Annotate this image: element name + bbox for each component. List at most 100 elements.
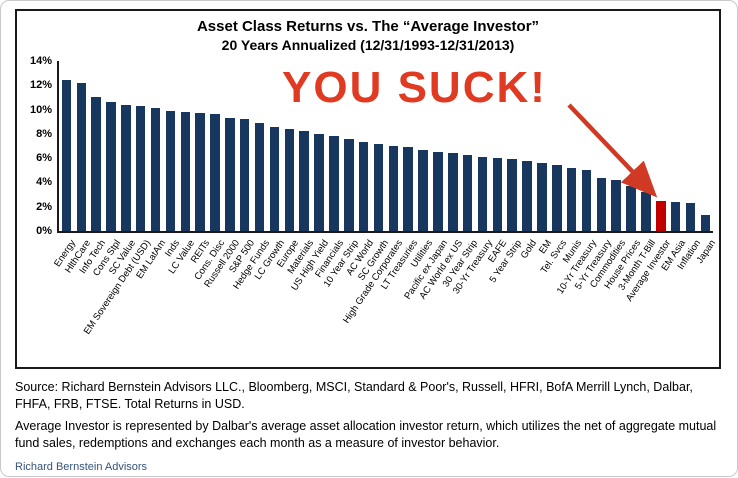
- bar: [448, 153, 458, 231]
- bar: [433, 152, 443, 231]
- bar: [314, 133, 324, 231]
- bar-slot: [386, 61, 401, 231]
- bar-slot: [505, 61, 520, 231]
- bar-slot: [579, 61, 594, 231]
- y-axis-tick-label: 8%: [36, 127, 52, 140]
- bar: [299, 131, 309, 231]
- bar-slot: [59, 61, 74, 231]
- footer: Source: Richard Bernstein Advisors LLC.,…: [15, 379, 727, 473]
- bar: [537, 163, 547, 231]
- bar: [403, 147, 413, 231]
- bar: [91, 97, 101, 231]
- bar-slot: [535, 61, 550, 231]
- bar: [418, 149, 428, 231]
- bar-slot: [401, 61, 416, 231]
- bar: [581, 170, 592, 231]
- bar-slot: [549, 61, 564, 231]
- bar: [358, 142, 369, 231]
- bar-slot: [148, 61, 163, 231]
- chart-title: Asset Class Returns vs. The “Average Inv…: [196, 18, 540, 35]
- bar: [106, 102, 116, 231]
- bar-slot: [222, 61, 237, 231]
- bar-slot: [564, 61, 579, 231]
- bar-slot: [371, 61, 386, 231]
- bar: [150, 108, 161, 231]
- source-text: Source: Richard Bernstein Advisors LLC.,…: [15, 380, 693, 412]
- bar-slot: [312, 61, 327, 231]
- bar-slot: [653, 61, 668, 231]
- bar-slot: [237, 61, 252, 231]
- bar: [552, 165, 562, 231]
- bar: [641, 192, 651, 231]
- bar-slot: [118, 61, 133, 231]
- bar: [269, 126, 280, 231]
- bar-slot: [490, 61, 505, 231]
- bar-slot: [698, 61, 713, 231]
- bar: [344, 138, 354, 231]
- bar: [165, 110, 176, 231]
- bar-slot: [133, 61, 148, 231]
- y-axis-tick-label: 10%: [29, 103, 52, 116]
- bar-slot: [341, 61, 356, 231]
- y-axis: 14% 12% 10% 8% 6% 4% 2% 0%: [23, 55, 57, 237]
- bar: [492, 158, 503, 231]
- bar: [61, 80, 72, 231]
- chart-subtitle: 20 Years Annualized (12/31/1993-12/31/20…: [221, 37, 515, 53]
- bar-slot: [326, 61, 341, 231]
- bar: [566, 167, 577, 231]
- bar: [135, 105, 146, 231]
- bar-slot: [475, 61, 490, 231]
- y-axis-tick-label: 2%: [36, 200, 52, 213]
- bar: [685, 203, 696, 231]
- bar-slot: [104, 61, 119, 231]
- bar-average-investor: [656, 200, 666, 231]
- bar: [462, 154, 473, 231]
- bar-slot: [594, 61, 609, 231]
- bar-slot: [297, 61, 312, 231]
- y-axis-tick-label: 14%: [29, 55, 52, 67]
- bar-slot: [430, 61, 445, 231]
- x-axis-labels: Energy HlthCare Info Tech Cons Stpl SC Value…: [53, 234, 718, 366]
- bar-slot: [416, 61, 431, 231]
- bar: [373, 143, 384, 231]
- bar-slot: [74, 61, 89, 231]
- bar-slot: [609, 61, 624, 231]
- bar-slot: [89, 61, 104, 231]
- y-axis-tick-label: 12%: [29, 79, 52, 92]
- bar: [210, 114, 220, 231]
- bar: [180, 112, 191, 231]
- y-axis-tick-label: 4%: [36, 176, 52, 189]
- brand-richard-bernstein-advisors: Richard Bernstein Advisors: [15, 461, 148, 473]
- bar-slot: [668, 61, 683, 231]
- bar-slot: [193, 61, 208, 231]
- bar: [284, 129, 295, 231]
- bar-slot: [445, 61, 460, 231]
- bar: [388, 146, 399, 231]
- bar: [670, 201, 681, 231]
- annotation-you-suck: YOU SUCK!: [282, 63, 547, 112]
- bar-slot: [356, 61, 371, 231]
- bar-slot: [460, 61, 475, 231]
- y-axis-tick-label: 6%: [36, 152, 52, 165]
- bar: [596, 177, 607, 231]
- bar: [254, 122, 265, 231]
- bar-slot: [520, 61, 535, 231]
- bar-slot: [252, 61, 267, 231]
- bar: [522, 160, 532, 231]
- bar-slot: [267, 61, 282, 231]
- bar-slot: [639, 61, 654, 231]
- bar-slot: [163, 61, 178, 231]
- y-axis-tick-label: 0%: [36, 225, 52, 237]
- bar: [611, 180, 621, 231]
- bar: [225, 118, 235, 231]
- bar-slot: [624, 61, 639, 231]
- bar: [121, 104, 131, 231]
- bar-slot: [208, 61, 223, 231]
- bar: [329, 136, 339, 231]
- bar: [700, 215, 711, 231]
- bar-slot: [683, 61, 698, 231]
- bar: [507, 159, 517, 231]
- bar: [626, 186, 636, 231]
- bar-slot: [282, 61, 297, 231]
